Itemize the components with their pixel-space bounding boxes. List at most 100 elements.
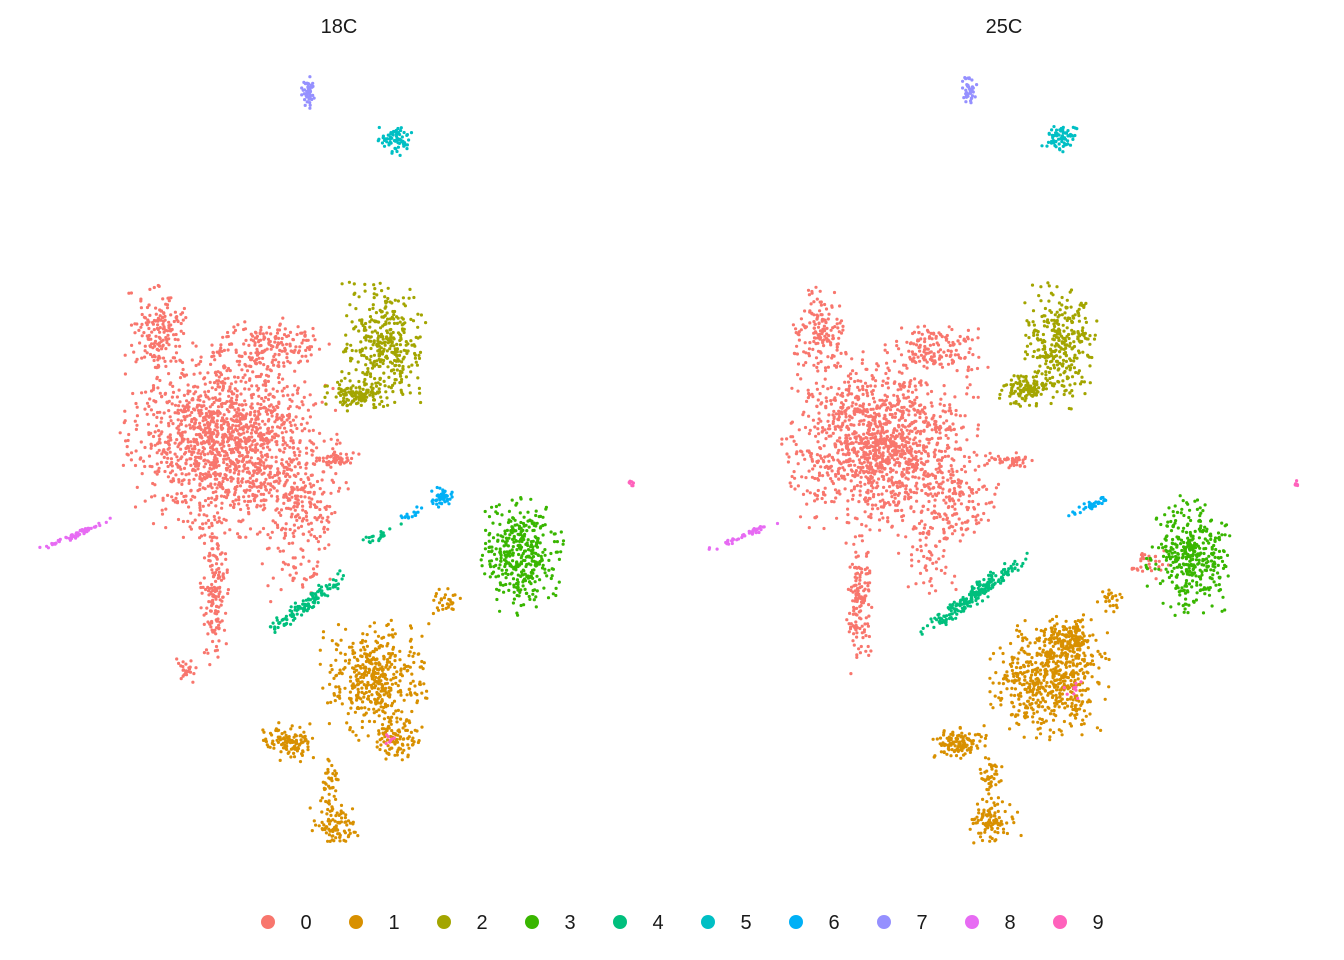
cell-point-cluster-1 [292,751,296,756]
cell-point-cluster-3 [520,573,524,577]
cell-point-cluster-0 [288,457,292,461]
cell-point-cluster-1 [323,781,327,785]
cell-point-cluster-1 [410,709,414,714]
cell-point-cluster-3 [487,539,491,543]
cell-point-cluster-0 [200,591,204,595]
cell-point-cluster-8 [65,536,69,540]
cell-point-cluster-2 [359,403,363,407]
cell-point-cluster-2 [392,371,397,375]
cell-point-cluster-0 [258,426,262,430]
cell-point-cluster-0 [804,476,808,480]
cell-point-cluster-0 [282,420,286,424]
cell-point-cluster-1 [289,727,293,731]
cell-point-cluster-0 [281,394,285,398]
cell-point-cluster-0 [247,343,251,347]
cell-point-cluster-3 [524,591,529,596]
cell-point-cluster-0 [904,487,908,491]
cell-point-cluster-2 [399,333,403,337]
cell-point-cluster-0 [273,473,277,478]
cell-point-cluster-3 [488,559,492,563]
cell-point-cluster-0 [158,441,162,445]
cell-point-cluster-0 [296,488,300,492]
cell-point-cluster-0 [328,505,332,509]
cell-point-cluster-0 [178,344,182,348]
cell-point-cluster-0 [813,464,817,468]
cell-point-cluster-0 [166,475,170,479]
cell-point-cluster-2 [347,371,351,376]
cell-point-cluster-0 [210,539,214,543]
cell-point-cluster-0 [218,411,222,415]
cell-point-cluster-2 [387,375,391,379]
cell-point-cluster-4 [293,608,297,612]
cell-point-cluster-4 [341,574,345,578]
cell-point-cluster-0 [284,527,288,531]
cell-point-cluster-1 [395,716,399,720]
cell-point-cluster-1 [367,667,371,671]
cell-point-cluster-0 [258,361,262,365]
cell-point-cluster-1 [362,671,366,675]
cell-point-cluster-0 [277,400,281,404]
cell-point-cluster-1 [360,654,364,659]
cell-point-cluster-0 [222,517,226,521]
cell-point-cluster-0 [170,395,174,399]
cell-point-cluster-0 [250,396,254,400]
cell-point-cluster-0 [867,402,871,407]
cell-point-cluster-1 [281,737,285,741]
cell-point-cluster-3 [503,562,507,566]
cell-point-cluster-0 [261,438,265,442]
cell-point-cluster-0 [259,463,263,467]
cell-point-cluster-0 [258,338,263,342]
cell-point-cluster-0 [198,483,202,487]
cell-point-cluster-0 [219,494,224,498]
cell-point-cluster-2 [348,303,352,307]
cell-point-cluster-4 [382,534,386,538]
cell-point-cluster-3 [533,563,537,567]
cell-point-cluster-5 [387,141,391,145]
cell-point-cluster-0 [250,443,254,447]
cell-point-cluster-0 [170,495,174,499]
cell-point-cluster-0 [320,492,324,496]
cell-point-cluster-0 [261,332,265,336]
cell-point-cluster-0 [210,355,214,359]
cell-point-cluster-0 [261,383,265,387]
cell-point-cluster-0 [277,380,281,385]
cell-point-cluster-1 [441,603,445,608]
cell-point-cluster-0 [300,500,304,504]
cell-point-cluster-3 [559,530,563,534]
cell-point-cluster-0 [177,478,181,482]
cell-point-cluster-0 [189,511,193,515]
cell-point-cluster-0 [221,335,225,339]
cell-point-cluster-1 [327,792,331,796]
cell-point-cluster-0 [170,464,174,468]
cell-point-cluster-0 [197,362,201,366]
cell-point-cluster-0 [207,503,211,507]
cell-point-cluster-1 [364,639,368,643]
cell-point-cluster-0 [241,469,245,473]
cell-point-cluster-0 [900,405,904,410]
cell-point-cluster-0 [145,351,149,355]
cell-point-cluster-0 [155,472,159,476]
cell-point-cluster-0 [151,388,155,392]
cell-point-cluster-0 [253,450,257,454]
cell-point-cluster-0 [265,412,270,416]
cell-point-cluster-0 [232,331,236,335]
cell-point-cluster-0 [216,544,220,548]
cell-point-cluster-0 [160,416,164,420]
cell-point-cluster-0 [345,456,349,460]
cell-point-cluster-0 [143,355,147,359]
cell-point-cluster-0 [216,655,220,659]
cell-point-cluster-0 [279,340,283,345]
cell-point-cluster-0 [241,376,245,380]
cell-point-cluster-0 [175,411,179,415]
cell-point-cluster-0 [954,440,958,444]
cell-point-cluster-0 [245,488,249,492]
cell-point-cluster-2 [345,409,349,413]
cell-point-cluster-0 [348,461,353,465]
cell-point-cluster-0 [207,438,211,442]
cell-point-cluster-0 [176,319,180,324]
cell-point-cluster-0 [267,440,271,444]
cell-point-cluster-0 [187,472,191,476]
cell-point-cluster-1 [437,587,441,592]
cell-point-cluster-1 [413,684,417,688]
cell-point-cluster-6 [403,515,407,520]
